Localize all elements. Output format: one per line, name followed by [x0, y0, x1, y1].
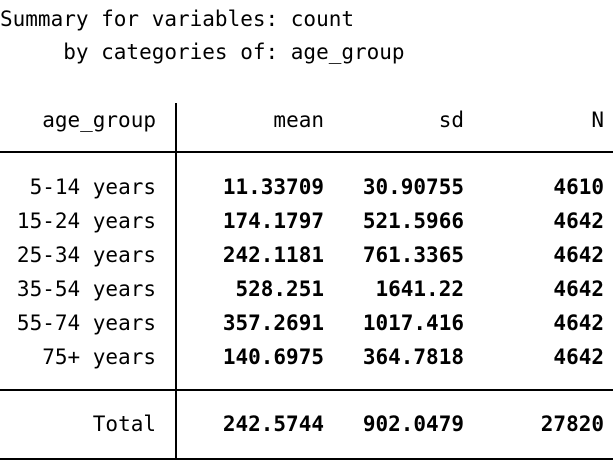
header-sd: sd [438, 108, 464, 132]
total-mean: 242.5744 [222, 412, 324, 436]
row-sd: 761.3365 [362, 243, 464, 267]
column-divider [175, 103, 177, 460]
row-label: 55-74 years [16, 311, 156, 335]
bottom-rule [0, 458, 613, 460]
row-mean: 357.2691 [222, 311, 324, 335]
summary-subtitle: by categories of: age_group [0, 40, 405, 64]
row-mean: 528.251 [235, 277, 324, 301]
row-mean: 140.6975 [222, 345, 324, 369]
total-n: 27820 [540, 412, 604, 436]
row-mean: 11.33709 [222, 175, 324, 199]
summary-title: Summary for variables: count [0, 7, 355, 31]
row-n: 4642 [553, 209, 604, 233]
row-label: 5-14 years [29, 175, 156, 199]
header-rule [0, 151, 613, 153]
row-label: 35-54 years [16, 277, 156, 301]
row-sd: 364.7818 [362, 345, 464, 369]
row-label: 25-34 years [16, 243, 156, 267]
row-n: 4642 [553, 345, 604, 369]
total-label: Total [92, 412, 156, 436]
row-n: 4642 [553, 243, 604, 267]
total-sd: 902.0479 [362, 412, 464, 436]
row-sd: 30.90755 [362, 175, 464, 199]
row-n: 4642 [553, 277, 604, 301]
row-sd: 1017.416 [362, 311, 464, 335]
row-label: 15-24 years [16, 209, 156, 233]
header-n: N [591, 108, 604, 132]
header-age-group: age_group [42, 108, 156, 132]
row-n: 4642 [553, 311, 604, 335]
total-rule [0, 389, 613, 391]
row-label: 75+ years [42, 345, 156, 369]
row-n: 4610 [553, 175, 604, 199]
row-sd: 1641.22 [375, 277, 464, 301]
row-sd: 521.5966 [362, 209, 464, 233]
row-mean: 174.1797 [222, 209, 324, 233]
header-mean: mean [273, 108, 324, 132]
row-mean: 242.1181 [222, 243, 324, 267]
